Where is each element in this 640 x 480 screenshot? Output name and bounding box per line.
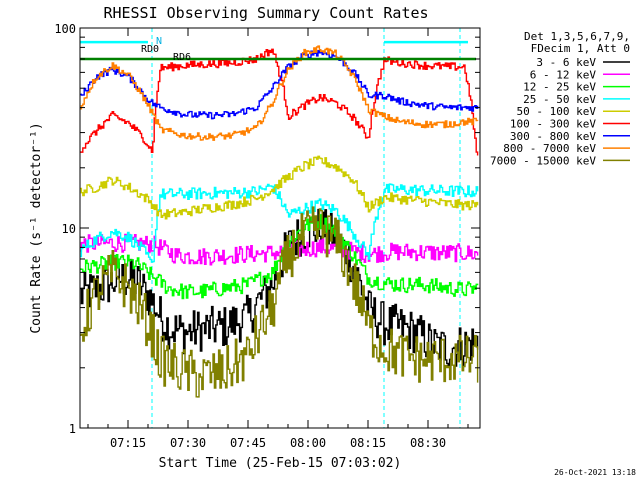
- x-tick-label-0: 07:15: [110, 436, 146, 450]
- day-night-boundaries: [151, 28, 461, 428]
- series-line-3: [80, 183, 479, 263]
- legend-header-line-1: Det 1,3,5,6,7,9,: [524, 30, 630, 43]
- annotation-rd6: RD6: [173, 52, 191, 63]
- legend-label-1: 6 - 12 keV: [530, 68, 597, 81]
- legend-label-6: 300 - 800 keV: [510, 130, 596, 143]
- series-line-5: [80, 48, 479, 156]
- y-tick-label-0: 1: [69, 422, 76, 436]
- legend-label-4: 50 - 100 keV: [517, 105, 597, 118]
- series-line-7: [80, 45, 479, 141]
- legend: Det 1,3,5,6,7,9, FDecim 1, Att 0 3 - 6 k…: [490, 30, 630, 167]
- legend-label-2: 12 - 25 keV: [523, 81, 596, 94]
- series-line-4: [80, 155, 479, 220]
- x-axis-label: Start Time (25-Feb-15 07:03:02): [159, 456, 402, 471]
- legend-label-5: 100 - 300 keV: [510, 118, 596, 131]
- data-series: [80, 45, 479, 398]
- series-line-1: [80, 233, 479, 266]
- y-tick-label-1: 10: [62, 222, 76, 236]
- flag-lines: [80, 40, 476, 61]
- x-tick-label-4: 08:15: [350, 436, 386, 450]
- timestamp: 26-Oct-2021 13:18: [554, 468, 636, 477]
- series-line-2: [80, 214, 479, 300]
- y-axis-ticks: 1 10 100: [54, 22, 480, 436]
- y-tick-label-2: 100: [54, 22, 76, 36]
- x-axis-ticks: 07:15 07:30 07:45 08:00 08:15 08:30: [87, 28, 469, 450]
- y-axis-label: Count Rate (s⁻¹ detector⁻¹): [29, 122, 44, 333]
- x-tick-label-1: 07:30: [170, 436, 206, 450]
- annotation-n: N: [156, 36, 162, 47]
- x-tick-label-2: 07:45: [230, 436, 266, 450]
- chart-title: RHESSI Observing Summary Count Rates: [103, 4, 428, 22]
- legend-label-7: 800 - 7000 keV: [503, 142, 596, 155]
- legend-label-0: 3 - 6 keV: [536, 56, 596, 69]
- legend-label-3: 25 - 50 keV: [523, 93, 596, 106]
- legend-label-8: 7000 - 15000 keV: [490, 154, 596, 167]
- annotation-rd0: RD0: [141, 44, 159, 55]
- x-tick-label-5: 08:30: [410, 436, 446, 450]
- x-tick-label-3: 08:00: [290, 436, 326, 450]
- series-line-8: [80, 206, 479, 398]
- legend-header-line-2: FDecim 1, Att 0: [531, 42, 630, 55]
